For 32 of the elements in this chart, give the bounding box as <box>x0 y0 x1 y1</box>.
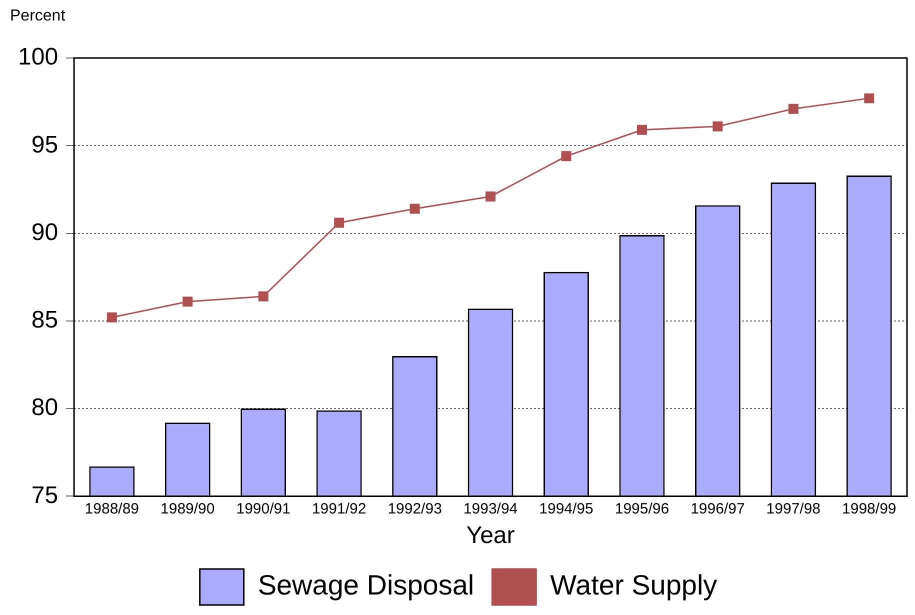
y-tick-label: 85 <box>31 306 58 334</box>
x-tick-label: 1990/91 <box>236 500 290 518</box>
point <box>106 312 117 322</box>
x-tick-label: 1997/98 <box>766 500 821 518</box>
y-tick-label: 95 <box>31 131 58 158</box>
y-tick-label: 90 <box>31 218 58 246</box>
point <box>712 121 723 132</box>
point <box>486 191 496 202</box>
x-tick-label: 1989/90 <box>160 500 215 518</box>
x-tick-label: 1994/95 <box>539 500 594 518</box>
x-tick-label: 1991/92 <box>312 500 366 518</box>
x-tick-label: 1998/99 <box>842 500 896 518</box>
point <box>561 151 572 162</box>
y-axis-title: Percent <box>10 7 66 24</box>
x-axis-title: Year <box>466 522 515 550</box>
point <box>334 218 344 228</box>
point <box>864 93 874 104</box>
y-tick-label: 75 <box>31 482 58 509</box>
point <box>258 291 268 302</box>
point <box>788 104 798 114</box>
x-tick-label: 1993/94 <box>463 500 518 518</box>
x-tick-label: 1996/97 <box>690 500 745 518</box>
legend-label: Sewage Disposal <box>258 570 474 601</box>
y-tick-label: 100 <box>18 44 58 71</box>
point <box>182 296 193 307</box>
legend-label: Water Supply <box>550 570 718 601</box>
y-tick-label: 80 <box>31 394 58 422</box>
x-tick-label: 1995/96 <box>614 500 670 518</box>
point <box>410 204 420 214</box>
x-tick-label: 1992/93 <box>388 500 442 518</box>
x-tick-label: 1988/89 <box>84 500 140 518</box>
point <box>636 124 647 135</box>
